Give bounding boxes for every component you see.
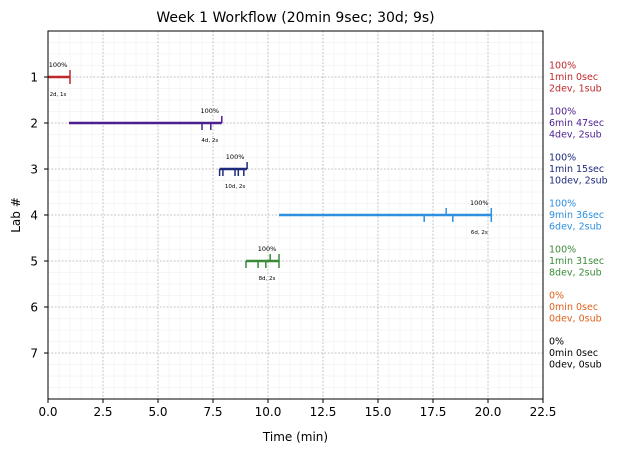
lab-5-summary-line: 100%: [549, 245, 576, 256]
bars-layer: 100% 2d, 1s 100% 4d, 2s 100% 10d, 2s 100% 6d, 2…: [48, 61, 493, 282]
lab-2-group: 100% 4d, 2s: [68, 107, 223, 144]
lab-3-group: 100% 10d, 2s: [218, 153, 248, 190]
lab-1-pct-label: 100%: [49, 61, 68, 69]
y-tick-label: 7: [30, 347, 38, 361]
y-tick-label: 3: [30, 163, 38, 177]
x-axis-label: Time (min): [262, 430, 328, 444]
lab-3-summary-line: 1min 15sec: [549, 164, 604, 175]
lab-7-summary-line: 0min 0sec: [549, 348, 598, 359]
y-tick-label: 6: [30, 301, 38, 315]
lab-4-summary-line: 9min 36sec: [549, 210, 604, 221]
y-tick-label: 5: [30, 255, 38, 269]
x-tick-label: 10.0: [255, 405, 282, 419]
y-axis-label: Lab #: [9, 197, 23, 233]
lab-4-summary-line: 6dev, 2sub: [549, 222, 602, 233]
lab-1-summary-line: 2dev, 1sub: [549, 84, 602, 95]
lab-3-summary-line: 100%: [549, 153, 576, 164]
lab-5-summary-line: 1min 31sec: [549, 256, 604, 267]
x-tick-label: 0.0: [38, 405, 57, 419]
lab-1-group: 100% 2d, 1s: [48, 61, 71, 98]
x-tick-label: 22.5: [530, 405, 557, 419]
lab-6-summary-line: 0min 0sec: [549, 302, 598, 313]
lab-7-summary-line: 0%: [549, 337, 564, 348]
grid-layer: [47, 30, 544, 400]
lab-5-group: 100% 8d, 2s: [245, 245, 280, 282]
lab-6-summary-line: 0dev, 0sub: [549, 314, 602, 325]
x-tick-label: 2.5: [93, 405, 112, 419]
lab-1-sub-label: 2d, 1s: [50, 92, 67, 98]
y-tick-label: 2: [30, 117, 38, 131]
axis-layer: 0.0 2.5 5.0 7.5 10.0 12.5 15.0 17.5 20.0 22.5 1 2 3 4…: [30, 71, 556, 420]
lab-5-pct-label: 100%: [258, 245, 277, 253]
lab-1-summary-line: 1min 0sec: [549, 72, 598, 83]
lab-2-summary-line: 4dev, 2sub: [549, 130, 602, 141]
lab-4-group: 100% 6d, 2s: [279, 199, 493, 236]
lab-4-sub-label: 6d, 2s: [471, 230, 488, 236]
x-tick-label: 12.5: [310, 405, 337, 419]
lab-3-summary-line: 10dev, 2sub: [549, 176, 608, 187]
lab-3-sub-label: 10d, 2s: [225, 184, 245, 190]
y-tick-label: 4: [30, 209, 38, 223]
lab-5-sub-label: 8d, 2s: [259, 276, 276, 282]
x-tick-label: 17.5: [420, 405, 447, 419]
lab-2-summary-line: 6min 47sec: [549, 118, 604, 129]
x-tick-label: 7.5: [203, 405, 222, 419]
y-tick-label: 1: [30, 71, 38, 85]
chart-title: Week 1 Workflow (20min 9sec; 30d; 9s): [156, 10, 434, 26]
lab-2-sub-label: 4d, 2s: [201, 138, 218, 144]
lab-4-summary-line: 100%: [549, 199, 576, 210]
lab-6-summary-line: 0%: [549, 291, 564, 302]
lab-2-pct-label: 100%: [201, 107, 220, 115]
x-tick-label: 5.0: [148, 405, 167, 419]
lab-5-summary-line: 8dev, 2sub: [549, 268, 602, 279]
x-tick-label: 15.0: [365, 405, 392, 419]
lab-7-summary-line: 0dev, 0sub: [549, 360, 602, 371]
x-tick-label: 20.0: [475, 405, 502, 419]
lab-1-summary-line: 100%: [549, 61, 576, 72]
lab-4-pct-label: 100%: [470, 199, 489, 207]
lab-2-summary-line: 100%: [549, 107, 576, 118]
lab-3-pct-label: 100%: [226, 153, 245, 161]
